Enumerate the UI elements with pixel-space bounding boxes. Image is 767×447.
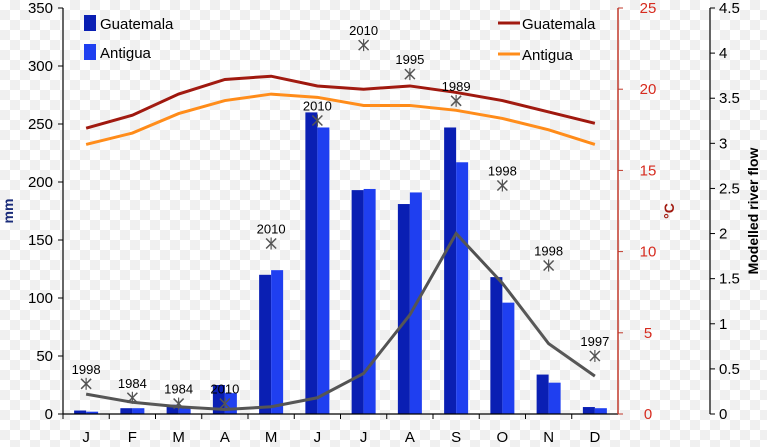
extreme-marker-1 — [126, 391, 138, 404]
extreme-marker-6 — [358, 39, 370, 52]
bar-guatemala-6 — [351, 190, 364, 414]
extreme-year-label-7: 1995 — [395, 52, 424, 67]
bar-antigua-10 — [548, 382, 561, 414]
x-tick-label-1: F — [128, 429, 137, 446]
legend-layer: Guatemala Antigua Guatemala Antigua — [84, 15, 596, 64]
temp-tick-label-1: 5 — [644, 325, 652, 342]
bar-layer — [74, 112, 607, 415]
extreme-year-label-1: 1984 — [118, 376, 147, 391]
left-tick-label-0: 0 — [45, 406, 53, 423]
bar-antigua-9 — [502, 302, 515, 414]
flow-tick-label-6: 3 — [719, 135, 727, 152]
x-tick-label-11: D — [589, 429, 600, 446]
flow-line — [85, 231, 596, 411]
flow-tick-label-8: 4 — [719, 45, 727, 62]
bar-antigua-2 — [178, 407, 191, 414]
temp-line-antigua — [85, 92, 596, 146]
bar-antigua-5 — [317, 127, 330, 414]
legend-swatch-bar-1 — [84, 44, 96, 60]
extreme-marker-7 — [404, 68, 416, 81]
line-layer — [85, 74, 596, 411]
x-tick-label-2: M — [172, 429, 185, 446]
extreme-marker-4 — [265, 237, 277, 250]
bar-antigua-1 — [132, 408, 145, 414]
x-tick-label-9: O — [497, 429, 509, 446]
extreme-year-label-2: 1984 — [164, 382, 193, 397]
extreme-marker-5 — [311, 114, 323, 127]
extreme-year-label-3: 2010 — [210, 382, 239, 397]
left-tick-label-3: 150 — [28, 232, 53, 249]
flow-tick-label-2: 1 — [719, 316, 727, 333]
extreme-year-label-9: 1998 — [488, 163, 517, 178]
x-tick-label-6: J — [360, 429, 368, 446]
left-tick-label-1: 50 — [36, 348, 53, 365]
extreme-marker-9 — [496, 179, 508, 192]
flow-tick-label-0: 0 — [719, 406, 727, 423]
extreme-year-label-10: 1998 — [534, 244, 563, 259]
flow-tick-label-5: 2.5 — [719, 180, 740, 197]
bar-guatemala-0 — [74, 410, 87, 414]
left-tick-label-4: 200 — [28, 174, 53, 191]
extreme-year-label-0: 1998 — [72, 362, 101, 377]
bar-guatemala-2 — [166, 404, 179, 414]
bar-guatemala-10 — [536, 374, 549, 414]
extreme-year-label-6: 2010 — [349, 23, 378, 38]
bar-antigua-11 — [594, 408, 607, 414]
extreme-marker-8 — [450, 94, 462, 107]
legend-label-line-1: Antigua — [522, 47, 574, 64]
temp-tick-label-3: 15 — [640, 162, 657, 179]
bar-antigua-8 — [456, 162, 469, 414]
bar-guatemala-4 — [259, 274, 272, 414]
legend-swatch-bar-0 — [84, 15, 96, 31]
left-tick-label-5: 250 — [28, 116, 53, 133]
bar-guatemala-11 — [582, 407, 595, 414]
x-tick-label-8: S — [451, 429, 461, 446]
left-axis-title: mm — [0, 199, 16, 224]
bar-guatemala-8 — [444, 127, 457, 414]
left-tick-label-6: 300 — [28, 58, 53, 75]
extreme-year-label-4: 2010 — [257, 221, 286, 236]
flow-tick-label-7: 3.5 — [719, 90, 740, 107]
bar-guatemala-5 — [305, 112, 318, 415]
extreme-year-label-8: 1989 — [442, 79, 471, 94]
extreme-marker-2 — [173, 397, 185, 410]
x-tick-label-3: A — [220, 429, 230, 446]
flow-tick-label-9: 4.5 — [719, 0, 740, 17]
bar-antigua-4 — [271, 270, 284, 414]
left-tick-label-2: 100 — [28, 290, 53, 307]
bar-antigua-0 — [86, 411, 99, 414]
legend-label-line-0: Guatemala — [522, 16, 596, 33]
bar-guatemala-7 — [397, 204, 410, 414]
left-tick-label-7: 350 — [28, 0, 53, 17]
flow-tick-label-4: 2 — [719, 226, 727, 243]
extreme-year-label-11: 1997 — [580, 334, 609, 349]
bar-guatemala-1 — [120, 408, 133, 414]
marker-layer: 1998 1984 1984 2010 2010 2010 2010 1995 1989 1998… — [72, 23, 609, 410]
flow-axis-title: Modelled river flow — [745, 147, 761, 274]
flow-tick-label-1: 0.5 — [719, 361, 740, 378]
x-tick-label-10: N — [543, 429, 554, 446]
legend-label-bar-0: Guatemala — [100, 16, 174, 33]
x-tick-label-7: A — [405, 429, 415, 446]
temp-line-guatemala — [85, 74, 596, 130]
legend-label-bar-1: Antigua — [100, 45, 152, 62]
temp-tick-label-4: 20 — [640, 81, 657, 98]
flow-tick-label-3: 1.5 — [719, 271, 740, 288]
extreme-marker-0 — [80, 377, 92, 390]
extreme-year-label-5: 2010 — [303, 99, 332, 114]
temp-tick-label-5: 25 — [640, 0, 657, 17]
x-tick-label-5: J — [314, 429, 322, 446]
temp-axis-title: °C — [661, 203, 677, 219]
temp-tick-label-0: 0 — [644, 406, 652, 423]
bar-guatemala-9 — [490, 277, 503, 414]
temp-tick-label-2: 10 — [640, 244, 657, 261]
x-tick-label-4: M — [265, 429, 278, 446]
x-tick-label-0: J — [82, 429, 90, 446]
extreme-marker-10 — [543, 259, 555, 272]
bar-antigua-6 — [363, 188, 376, 414]
extreme-marker-3 — [219, 397, 231, 410]
extreme-marker-11 — [589, 350, 601, 362]
